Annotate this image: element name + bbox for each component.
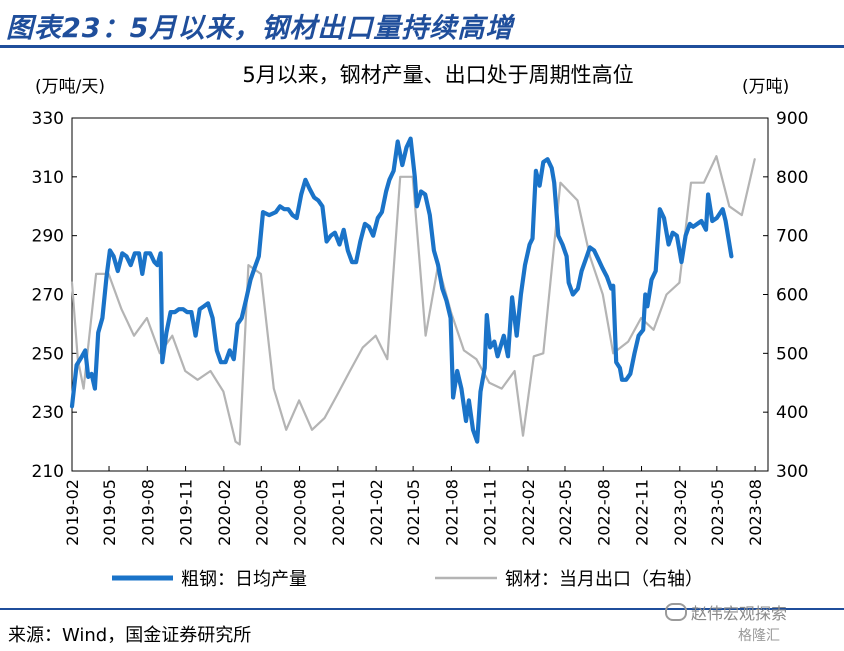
chart-title: 5月以来，钢材产量、出口处于周期性高位 <box>242 63 633 87</box>
legend-label-steel-export: 钢材：当月出口（右轴） <box>505 569 703 590</box>
left-tick-label: 310 <box>32 168 64 188</box>
x-tick-label: 2022-08 <box>594 479 613 546</box>
x-tick-label: 2019-08 <box>138 479 157 546</box>
plot-frame <box>71 117 769 472</box>
right-tick-label: 600 <box>776 286 808 306</box>
left-tick-label: 250 <box>32 344 64 364</box>
right-tick-label: 300 <box>776 462 808 482</box>
x-tick-label: 2019-02 <box>63 479 82 546</box>
x-tick-label: 2020-05 <box>252 479 271 546</box>
x-tick-label: 2020-11 <box>329 479 348 546</box>
left-tick-label: 270 <box>32 286 64 306</box>
x-tick-label: 2020-08 <box>291 479 310 546</box>
x-axis-labels: 2019-02 2019-05 2019-08 2019-11 2020-02 2020-… <box>63 466 765 546</box>
series-line-steel-output <box>69 136 734 444</box>
x-tick-label: 2021-02 <box>367 479 386 546</box>
x-tick-label: 2023-08 <box>746 479 765 546</box>
right-axis-unit: (万吨) <box>742 77 789 97</box>
left-tick-label: 210 <box>32 462 64 482</box>
x-tick-label: 2019-11 <box>177 479 196 546</box>
x-tick-label: 2021-08 <box>442 479 461 546</box>
right-tick-label: 400 <box>776 403 808 423</box>
figure-title: 图表23：5月以来，钢材出口量持续高增 <box>6 13 514 44</box>
x-tick-label: 2021-05 <box>404 479 423 546</box>
right-axis-labels: 300 400 500 600 700 800 900 <box>763 109 808 482</box>
left-axis-labels: 210 230 250 270 290 310 330 <box>32 109 77 482</box>
x-tick-label: 2023-05 <box>708 479 727 546</box>
footer-rule <box>0 608 844 610</box>
x-tick-label: 2022-05 <box>556 479 575 546</box>
x-tick-label: 2021-11 <box>481 479 500 546</box>
watermark: 赵伟宏观探索 <box>665 600 787 624</box>
x-tick-label: 2023-02 <box>671 479 690 546</box>
watermark-text: 赵伟宏观探索 <box>691 604 788 623</box>
left-tick-label: 330 <box>32 109 64 129</box>
watermark-secondary: 格隆汇 <box>738 628 780 644</box>
right-tick-label: 900 <box>776 109 808 129</box>
source-note: 来源：Wind，国金证券研究所 <box>8 625 252 646</box>
right-tick-label: 700 <box>776 227 808 247</box>
series-layer <box>69 136 756 446</box>
left-tick-label: 230 <box>32 403 64 423</box>
x-tick-label: 2019-05 <box>100 479 119 546</box>
right-tick-label: 500 <box>776 344 808 364</box>
legend-label-steel-output: 粗钢：日均产量 <box>181 569 307 590</box>
wechat-icon <box>665 603 687 621</box>
x-tick-label: 2022-02 <box>519 479 538 546</box>
left-tick-label: 290 <box>32 227 64 247</box>
x-tick-label: 2020-02 <box>215 479 234 546</box>
left-axis-unit: (万吨/天) <box>35 77 105 97</box>
x-tick-label: 2022-11 <box>633 479 652 546</box>
series-line-steel-export <box>70 155 756 446</box>
title-rule <box>0 45 844 48</box>
right-tick-label: 800 <box>776 168 808 188</box>
